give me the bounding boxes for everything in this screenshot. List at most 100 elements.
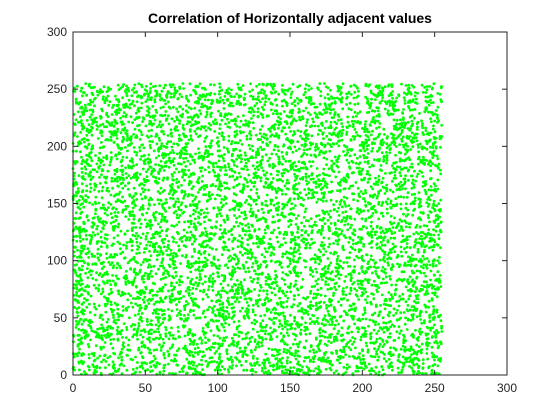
scatter-point <box>345 196 349 200</box>
scatter-point <box>218 127 222 130</box>
scatter-point <box>193 250 197 254</box>
scatter-point <box>94 195 98 199</box>
scatter-point <box>367 84 370 88</box>
scatter-point <box>287 349 291 353</box>
scatter-point <box>427 260 431 263</box>
scatter-point <box>318 111 321 115</box>
scatter-point <box>371 271 374 275</box>
scatter-point <box>134 302 138 306</box>
scatter-point <box>144 100 148 103</box>
scatter-point <box>361 317 365 321</box>
scatter-point <box>112 236 116 240</box>
scatter-point <box>241 229 245 233</box>
scatter-point <box>423 86 426 89</box>
scatter-point <box>135 237 139 241</box>
scatter-point <box>207 170 211 174</box>
scatter-point <box>363 160 367 164</box>
scatter-point <box>360 236 363 239</box>
scatter-point <box>121 186 125 190</box>
scatter-point <box>425 352 429 355</box>
scatter-point <box>431 127 435 131</box>
scatter-point <box>289 93 293 96</box>
scatter-point <box>286 319 289 323</box>
scatter-point <box>366 209 370 213</box>
scatter-point <box>362 367 366 371</box>
scatter-point <box>88 302 91 306</box>
scatter-point <box>188 310 192 313</box>
scatter-point <box>317 214 321 217</box>
scatter-point <box>415 269 419 273</box>
scatter-point <box>101 97 105 101</box>
scatter-point <box>113 129 116 133</box>
scatter-point <box>349 348 353 352</box>
scatter-point <box>383 250 387 254</box>
scatter-point <box>220 253 224 256</box>
scatter-point <box>218 82 222 86</box>
scatter-point <box>119 229 123 233</box>
scatter-point <box>347 187 351 190</box>
scatter-point <box>379 350 383 354</box>
scatter-point <box>265 323 268 327</box>
scatter-point <box>148 291 152 295</box>
scatter-point <box>276 213 280 217</box>
scatter-point <box>392 314 395 317</box>
scatter-point <box>430 345 434 349</box>
scatter-point <box>340 134 343 138</box>
scatter-point <box>403 121 406 125</box>
scatter-point <box>352 340 356 344</box>
scatter-point <box>162 144 166 148</box>
scatter-point <box>437 256 441 259</box>
scatter-point <box>360 217 364 221</box>
scatter-point <box>296 140 300 144</box>
scatter-point <box>393 292 397 296</box>
scatter-point <box>367 281 370 285</box>
scatter-point <box>88 190 92 194</box>
scatter-point <box>172 142 176 146</box>
scatter-point <box>96 224 99 228</box>
scatter-point <box>420 321 424 325</box>
scatter-point <box>344 204 348 208</box>
scatter-point <box>377 329 380 333</box>
scatter-point <box>164 276 168 279</box>
scatter-point <box>417 345 421 348</box>
scatter-point <box>307 233 310 237</box>
scatter-point <box>101 109 104 113</box>
scatter-point <box>345 133 348 136</box>
scatter-point <box>121 155 125 159</box>
scatter-point <box>307 191 311 195</box>
scatter-point <box>371 129 374 133</box>
scatter-point <box>293 270 297 274</box>
scatter-point <box>159 308 163 312</box>
scatter-point <box>204 145 208 149</box>
scatter-point <box>235 133 239 136</box>
scatter-point <box>213 92 217 96</box>
scatter-point <box>124 215 128 219</box>
scatter-point <box>257 83 261 86</box>
scatter-point <box>433 130 437 134</box>
scatter-point <box>214 161 218 165</box>
scatter-point <box>310 229 314 233</box>
scatter-point <box>162 266 166 270</box>
scatter-point <box>154 108 158 112</box>
scatter-point <box>240 143 244 146</box>
scatter-point <box>235 92 239 96</box>
scatter-point <box>284 241 287 245</box>
scatter-point <box>77 279 81 283</box>
scatter-point <box>228 175 232 179</box>
scatter-point <box>296 85 300 89</box>
scatter-point <box>170 224 174 228</box>
scatter-point <box>373 233 377 237</box>
scatter-point <box>128 240 132 244</box>
scatter-point <box>389 202 393 205</box>
scatter-point <box>244 270 248 274</box>
scatter-point <box>180 280 184 284</box>
scatter-point <box>235 344 239 348</box>
scatter-point <box>182 319 186 323</box>
scatter-point <box>157 316 161 320</box>
scatter-point <box>304 172 308 176</box>
scatter-point <box>382 255 386 259</box>
scatter-point <box>322 301 326 304</box>
scatter-point <box>243 151 247 155</box>
scatter-point <box>138 270 142 274</box>
scatter-point <box>201 282 205 286</box>
